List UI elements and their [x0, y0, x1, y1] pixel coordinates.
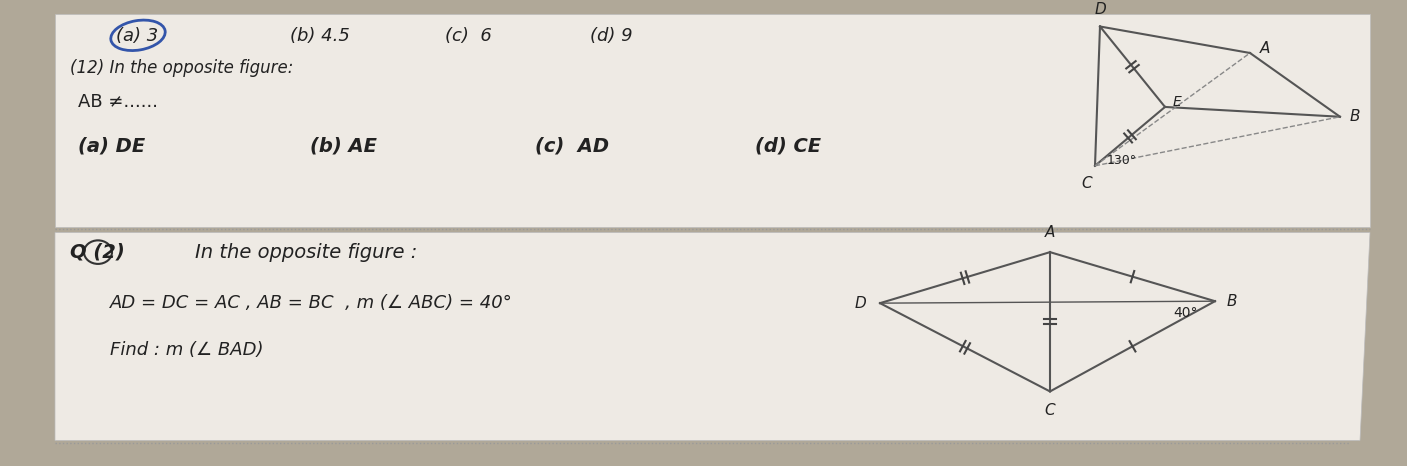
Text: D: D — [854, 295, 865, 311]
Text: (d) 9: (d) 9 — [590, 27, 633, 45]
Text: AD = DC = AC , AB = BC  , m (∠ ABC) = 40°: AD = DC = AC , AB = BC , m (∠ ABC) = 40° — [110, 294, 512, 312]
Text: (c)  AD: (c) AD — [535, 137, 609, 156]
Text: (c)  6: (c) 6 — [445, 27, 492, 45]
Text: A: A — [1261, 41, 1271, 55]
Polygon shape — [55, 233, 1370, 440]
Text: B: B — [1227, 294, 1238, 308]
Text: Q (2): Q (2) — [70, 243, 125, 261]
Text: (b) 4.5: (b) 4.5 — [290, 27, 350, 45]
Text: In the opposite figure :: In the opposite figure : — [196, 243, 418, 261]
Text: (12) In the opposite figure:: (12) In the opposite figure: — [70, 59, 294, 77]
Text: AB ≠......: AB ≠...... — [77, 93, 158, 111]
Text: A: A — [1045, 226, 1055, 240]
Text: C: C — [1044, 403, 1055, 418]
Text: (b) AE: (b) AE — [310, 137, 377, 156]
Text: 130°: 130° — [1107, 154, 1137, 167]
Text: (a) 3: (a) 3 — [115, 27, 158, 45]
Text: B: B — [1349, 109, 1361, 124]
Text: E: E — [1173, 95, 1182, 109]
Text: 40°: 40° — [1173, 306, 1197, 320]
Text: (a) DE: (a) DE — [77, 137, 145, 156]
Polygon shape — [55, 14, 1370, 226]
Text: (d) CE: (d) CE — [756, 137, 822, 156]
Text: C: C — [1082, 176, 1092, 191]
Text: D: D — [1095, 2, 1106, 17]
Text: Find : m (∠ BAD): Find : m (∠ BAD) — [110, 341, 263, 359]
